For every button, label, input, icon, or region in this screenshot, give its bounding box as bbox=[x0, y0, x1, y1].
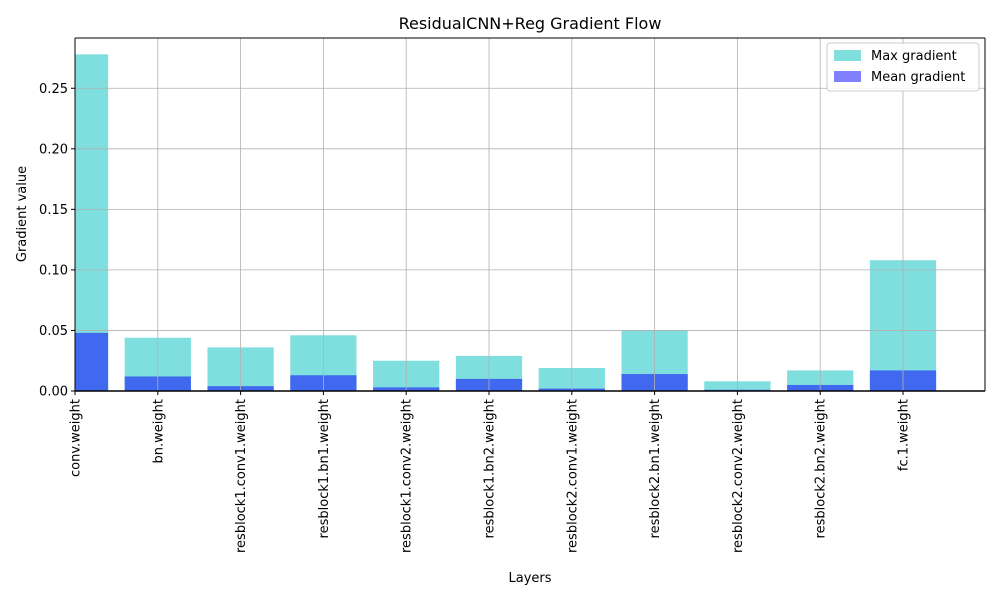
y-axis-ticks: 0.00 0.05 0.10 0.15 0.20 0.25 bbox=[39, 82, 75, 400]
x-tick-label-2: resblock1.conv1.weight bbox=[234, 399, 249, 553]
y-tick-label-4: 0.20 bbox=[39, 142, 68, 157]
x-axis-ticks: conv.weight bn.weight resblock1.conv1.weig… bbox=[69, 391, 912, 553]
axes bbox=[74, 37, 986, 392]
x-tick-label-4: resblock1.conv2.weight bbox=[400, 399, 415, 553]
x-tick-label-3: resblock1.bn1.weight bbox=[317, 399, 332, 538]
x-tick-label-7: resblock2.bn1.weight bbox=[648, 399, 663, 538]
x-tick-label-8: resblock2.conv2.weight bbox=[731, 399, 746, 553]
y-tick-label-0: 0.00 bbox=[39, 385, 68, 400]
y-tick-label-1: 0.05 bbox=[39, 324, 68, 339]
x-axis-label: Layers bbox=[508, 571, 551, 586]
legend: Max gradient Mean gradient bbox=[826, 42, 980, 92]
legend-label-1: Mean gradient bbox=[871, 70, 965, 85]
x-tick-label-9: resblock2.bn2.weight bbox=[814, 399, 829, 538]
y-tick-label-3: 0.15 bbox=[39, 203, 68, 218]
legend-swatch-0 bbox=[834, 50, 861, 61]
x-tick-label-10: fc.1.weight bbox=[897, 399, 912, 471]
chart-title: ResidualCNN+Reg Gradient Flow bbox=[399, 14, 662, 33]
legend-swatch-1 bbox=[834, 71, 861, 82]
x-tick-label-6: resblock2.conv1.weight bbox=[565, 399, 580, 553]
mean-gradient-bar-0 bbox=[75, 332, 109, 391]
y-tick-label-2: 0.10 bbox=[39, 263, 68, 278]
plot-area: 0.00 0.05 0.10 0.15 0.20 0.25 conv.weight bn.we… bbox=[39, 37, 986, 553]
y-axis-label: Gradient value bbox=[15, 166, 30, 262]
x-tick-label-1: bn.weight bbox=[151, 399, 166, 463]
x-tick-label-0: conv.weight bbox=[69, 399, 84, 477]
legend-box bbox=[826, 42, 980, 92]
x-tick-label-5: resblock1.bn2.weight bbox=[483, 399, 498, 538]
y-tick-label-5: 0.25 bbox=[39, 82, 68, 97]
legend-label-0: Max gradient bbox=[871, 49, 957, 64]
